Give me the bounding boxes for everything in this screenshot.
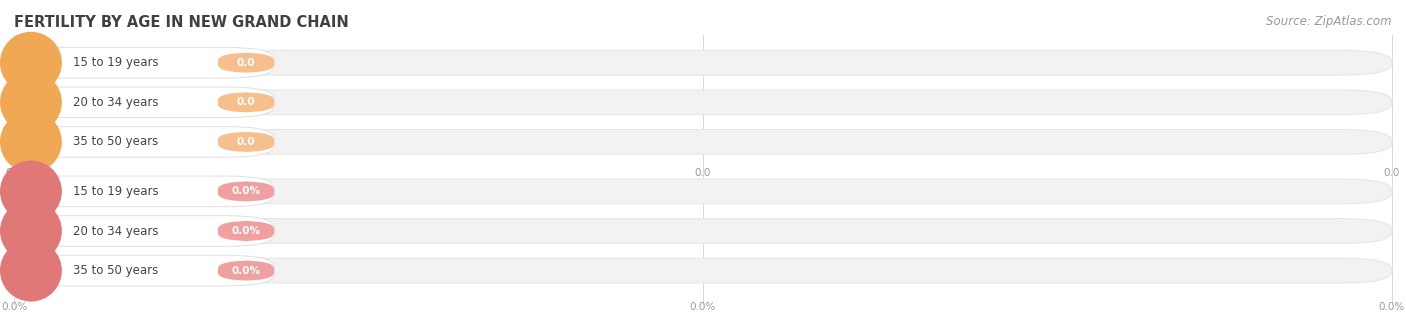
Text: 0.0%: 0.0% (690, 302, 716, 312)
FancyBboxPatch shape (218, 92, 274, 113)
Ellipse shape (0, 32, 62, 94)
Text: Source: ZipAtlas.com: Source: ZipAtlas.com (1267, 15, 1392, 28)
FancyBboxPatch shape (14, 179, 1392, 204)
Text: 0.0: 0.0 (236, 137, 256, 147)
Text: 0.0%: 0.0% (1, 302, 27, 312)
Ellipse shape (0, 160, 62, 222)
Ellipse shape (0, 240, 62, 302)
FancyBboxPatch shape (218, 181, 274, 202)
Text: 0.0%: 0.0% (232, 226, 260, 236)
Text: 20 to 34 years: 20 to 34 years (73, 224, 159, 238)
Text: 0.0: 0.0 (236, 97, 256, 107)
FancyBboxPatch shape (14, 50, 1392, 75)
Text: 15 to 19 years: 15 to 19 years (73, 56, 159, 69)
Text: 15 to 19 years: 15 to 19 years (73, 185, 159, 198)
FancyBboxPatch shape (14, 90, 1392, 115)
Text: FERTILITY BY AGE IN NEW GRAND CHAIN: FERTILITY BY AGE IN NEW GRAND CHAIN (14, 15, 349, 30)
Ellipse shape (0, 111, 62, 173)
Text: 0.0: 0.0 (6, 168, 22, 178)
FancyBboxPatch shape (14, 216, 274, 246)
Ellipse shape (0, 200, 62, 262)
FancyBboxPatch shape (218, 260, 274, 281)
Text: 35 to 50 years: 35 to 50 years (73, 264, 159, 277)
Text: 0.0: 0.0 (695, 168, 711, 178)
FancyBboxPatch shape (14, 47, 274, 78)
FancyBboxPatch shape (14, 176, 274, 207)
FancyBboxPatch shape (14, 130, 1392, 154)
FancyBboxPatch shape (14, 255, 274, 286)
Text: 20 to 34 years: 20 to 34 years (73, 96, 159, 109)
FancyBboxPatch shape (218, 132, 274, 152)
Text: 0.0: 0.0 (1384, 168, 1400, 178)
Text: 0.0%: 0.0% (1379, 302, 1405, 312)
Text: 0.0%: 0.0% (232, 186, 260, 196)
FancyBboxPatch shape (218, 221, 274, 241)
FancyBboxPatch shape (218, 52, 274, 73)
Text: 0.0: 0.0 (236, 58, 256, 68)
FancyBboxPatch shape (14, 258, 1392, 283)
Text: 35 to 50 years: 35 to 50 years (73, 135, 159, 148)
FancyBboxPatch shape (14, 87, 274, 118)
FancyBboxPatch shape (14, 127, 274, 157)
Ellipse shape (0, 71, 62, 133)
Text: 0.0%: 0.0% (232, 266, 260, 276)
FancyBboxPatch shape (14, 218, 1392, 244)
